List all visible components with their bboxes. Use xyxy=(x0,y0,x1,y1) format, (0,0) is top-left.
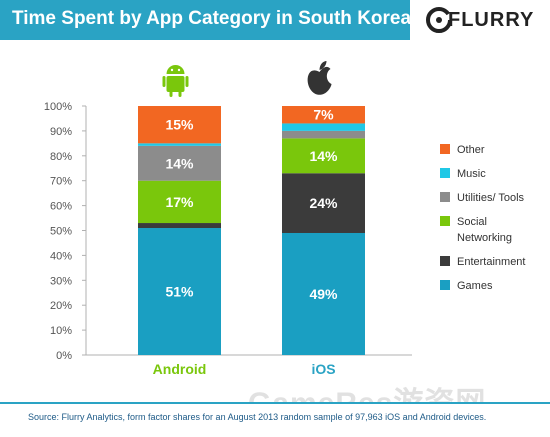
legend-label: Utilities/ Tools xyxy=(457,192,525,204)
data-label: 14% xyxy=(309,148,338,164)
y-tick-label: 40% xyxy=(50,250,72,262)
source-note: Source: Flurry Analytics, form factor sh… xyxy=(28,412,487,422)
y-tick-label: 60% xyxy=(50,201,72,213)
android-leg-left xyxy=(169,91,173,97)
data-label: 17% xyxy=(165,194,194,210)
x-tick-label: iOS xyxy=(311,361,335,377)
android-eye xyxy=(177,68,181,72)
apple-leaf xyxy=(319,61,327,70)
legend-swatch xyxy=(440,168,450,178)
bar-other-ios xyxy=(282,106,365,124)
y-tick-label: 100% xyxy=(44,101,72,113)
legend-label: Other xyxy=(457,144,485,156)
y-tick-label: 70% xyxy=(50,176,72,188)
android-eye xyxy=(170,68,174,72)
legend-label: Games xyxy=(457,280,493,292)
bar-music-ios xyxy=(282,123,365,131)
legend-label: Social xyxy=(457,216,487,228)
y-tick-label: 0% xyxy=(56,350,72,362)
flurry-logo-text: FLURRY xyxy=(448,9,535,31)
legend-swatch xyxy=(440,256,450,266)
y-tick-label: 20% xyxy=(50,300,72,312)
data-label: 7% xyxy=(313,107,334,123)
android-arm-right xyxy=(185,76,189,87)
data-label: 51% xyxy=(165,284,194,300)
legend-swatch xyxy=(440,216,450,226)
bar-other-android xyxy=(138,106,221,144)
data-label: 49% xyxy=(309,286,338,302)
y-tick-label: 80% xyxy=(50,151,72,163)
data-label: 14% xyxy=(165,155,194,171)
bar-utilities-tools-android xyxy=(138,145,221,181)
legend-swatch xyxy=(440,192,450,202)
chart-area: 0% 10% 20% 30% 40% 50% 60% 70% 80% 90% 100% 51% 17% 1… xyxy=(0,40,550,407)
android-icon xyxy=(166,76,185,92)
bar-utilities-tools-ios xyxy=(282,130,365,139)
stacked-bar-chart: 0% 10% 20% 30% 40% 50% 60% 70% 80% 90% 100% 51% 17% 1… xyxy=(44,61,525,377)
page-title: Time Spent by App Category in South Kore… xyxy=(12,8,412,29)
data-label: 15% xyxy=(165,117,194,133)
legend-label: Music xyxy=(457,168,486,180)
apple-icon xyxy=(307,66,332,95)
flurry-logo-icon xyxy=(426,7,452,33)
android-leg-right xyxy=(178,91,182,97)
android-head xyxy=(166,65,185,74)
legend-label: Entertainment xyxy=(457,256,525,268)
bar-social-networking-ios xyxy=(282,138,365,174)
android-arm-left xyxy=(162,76,166,87)
bar-games-ios xyxy=(282,232,365,355)
footer: Source: Flurry Analytics, form factor sh… xyxy=(0,402,550,437)
bar-entertainment-android xyxy=(138,223,221,229)
bar-games-android xyxy=(138,228,221,355)
y-tick-label: 90% xyxy=(50,126,72,138)
bar-social-networking-android xyxy=(138,180,221,224)
legend-label: Networking xyxy=(457,232,512,244)
y-tick-label: 50% xyxy=(50,226,72,238)
bar-entertainment-ios xyxy=(282,173,365,233)
legend-swatch xyxy=(440,144,450,154)
x-tick-label: Android xyxy=(153,361,207,377)
data-label: 24% xyxy=(309,195,338,211)
legend-swatch xyxy=(440,280,450,290)
y-tick-label: 30% xyxy=(50,275,72,287)
bar-music-android xyxy=(138,143,221,146)
y-tick-label: 10% xyxy=(50,325,72,337)
logo-area xyxy=(410,0,550,40)
